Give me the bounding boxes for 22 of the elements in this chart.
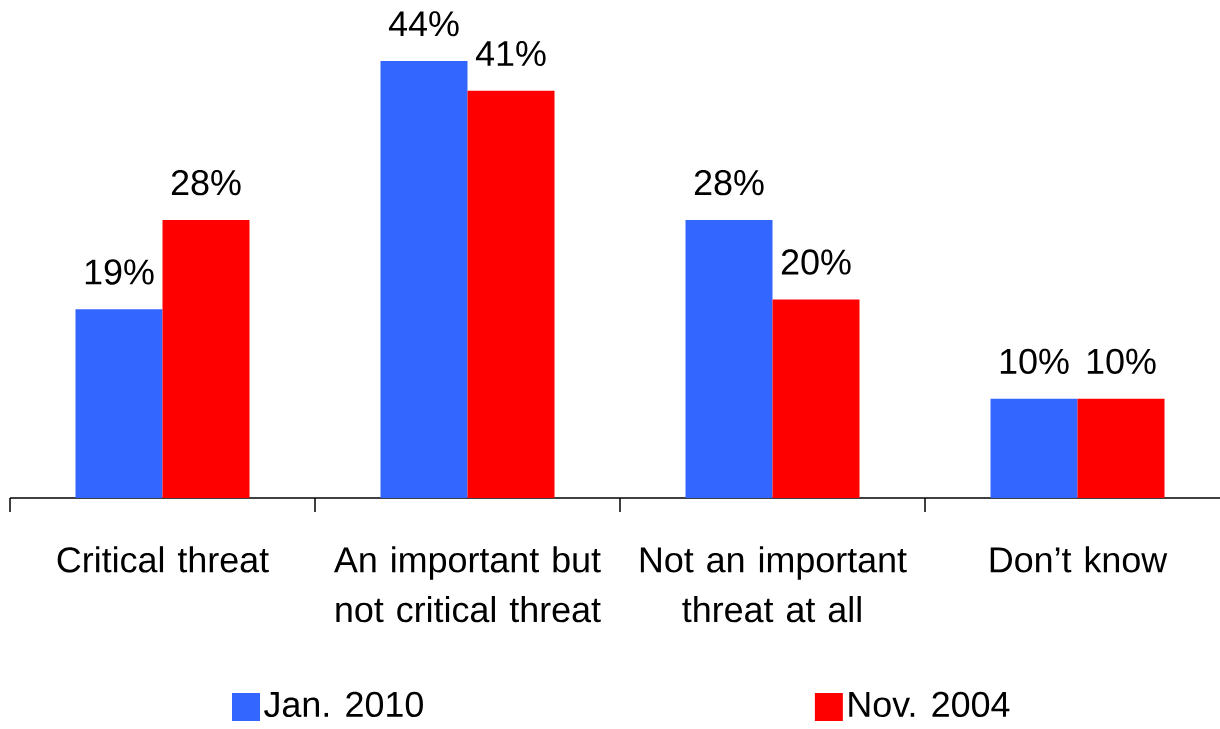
data-label: 19%	[85, 259, 154, 285]
legend-label: Nov. 2004	[849, 691, 1010, 718]
x-tick-label: Not an important threat at all	[640, 546, 907, 623]
x-tick-label: An important but not critical threat	[334, 546, 601, 623]
data-label: 20%	[781, 249, 851, 275]
data-label: 41%	[475, 40, 546, 67]
x-tick-label: Critical threat	[57, 546, 269, 573]
data-label: 10%	[1087, 348, 1156, 375]
legend-label: Jan. 2010	[264, 691, 423, 718]
data-label: 28%	[694, 169, 764, 196]
data-label: 10%	[1000, 348, 1069, 375]
data-label: 28%	[171, 169, 241, 196]
bar	[772, 299, 860, 498]
bar	[162, 219, 250, 498]
bar	[1077, 398, 1165, 498]
bar	[467, 90, 555, 498]
x-tick-label: Don’t know	[990, 546, 1168, 573]
bar	[380, 61, 468, 498]
bar	[75, 309, 163, 498]
bar	[990, 398, 1078, 498]
data-label: 44%	[388, 11, 459, 37]
bar	[685, 219, 773, 498]
